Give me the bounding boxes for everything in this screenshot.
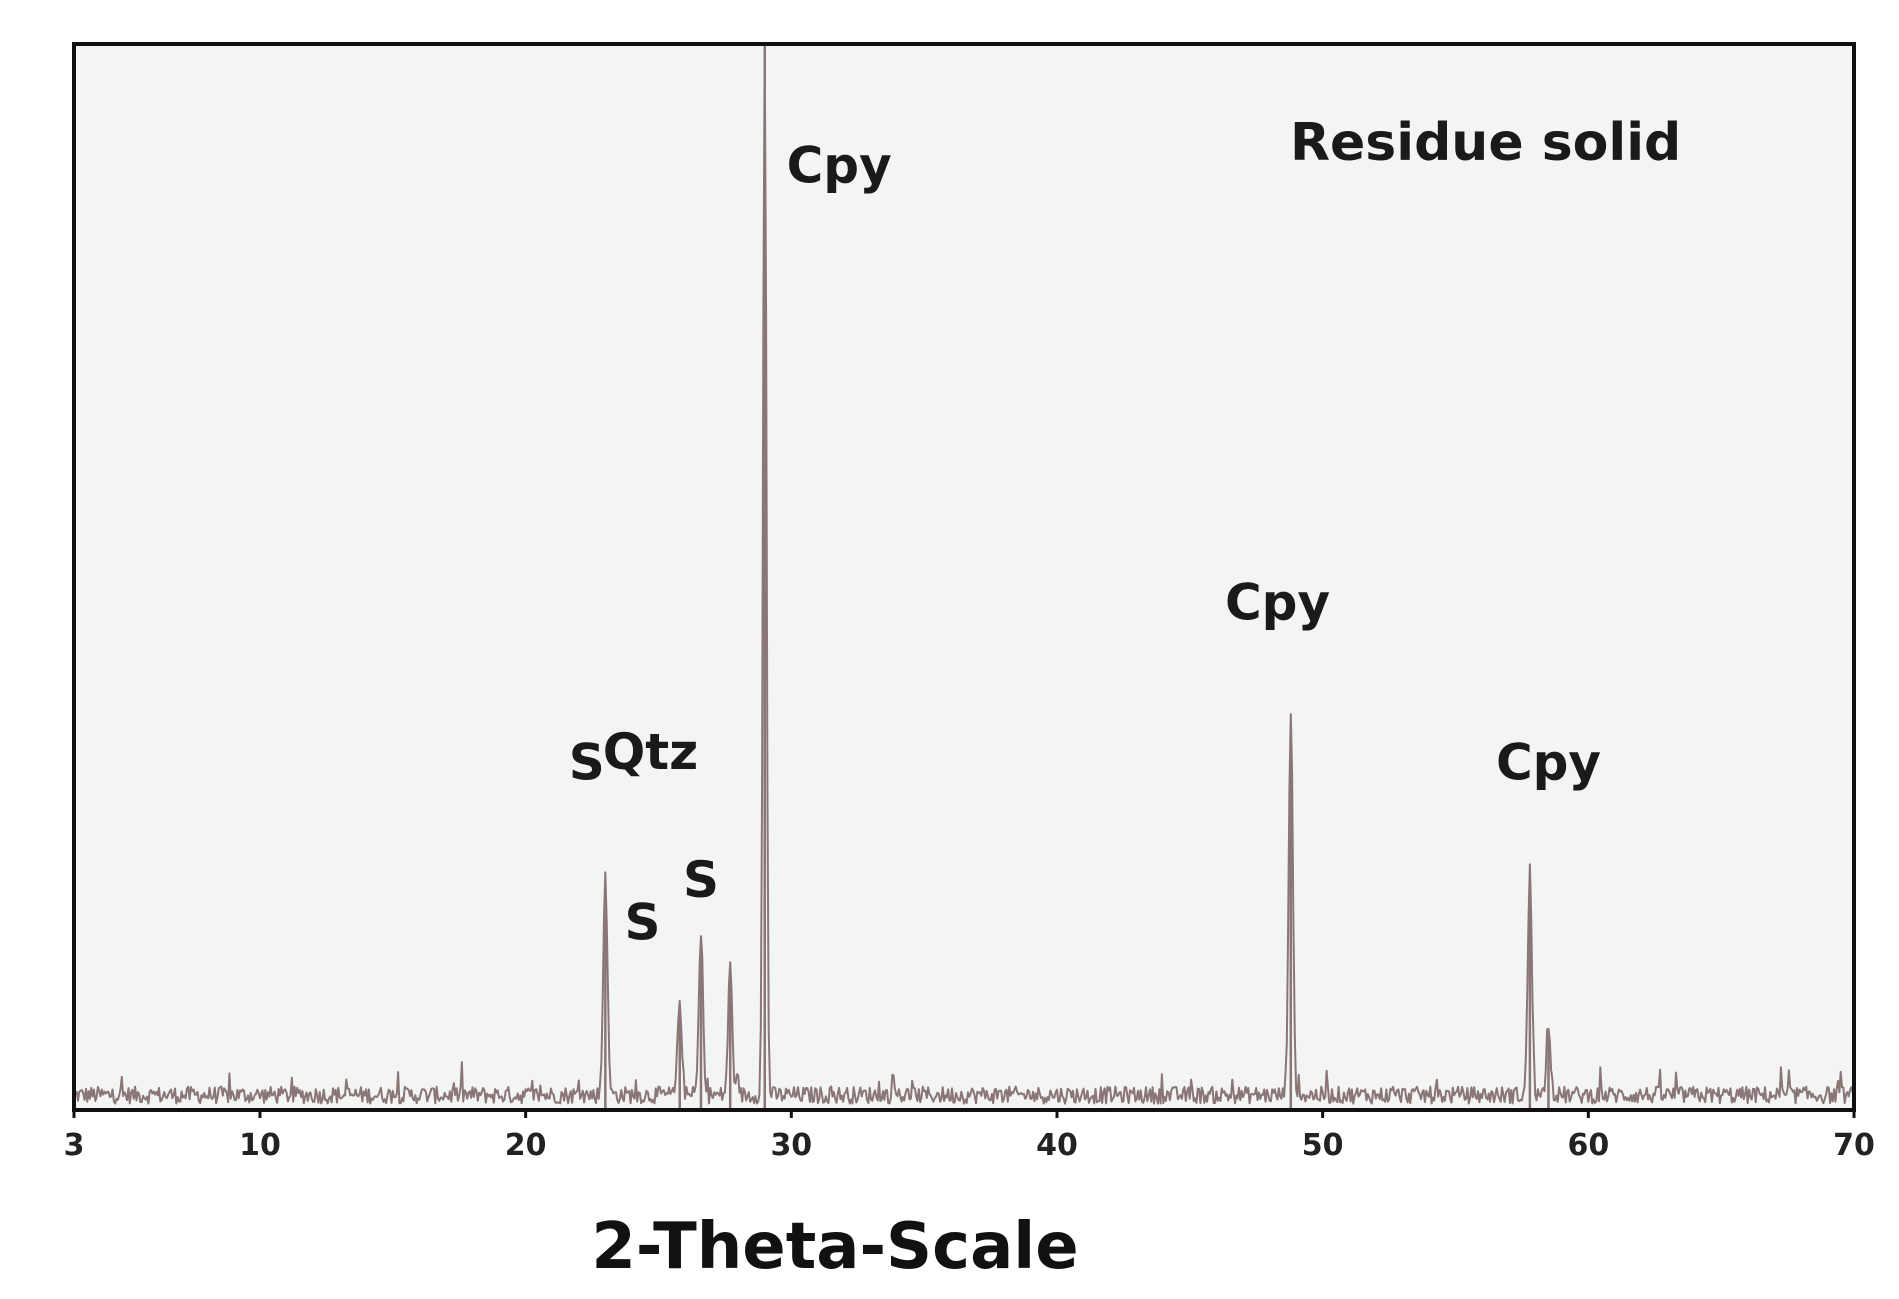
x-tick-label-70: 70 — [1833, 1128, 1875, 1163]
peak-annotation-3: S — [569, 734, 605, 792]
chart-title: Residue solid — [1290, 113, 1681, 173]
x-tick-label-60: 60 — [1567, 1128, 1609, 1163]
x-axis-label: 2-Theta-Scale — [591, 1210, 1078, 1284]
peak-annotation-5: S — [625, 893, 661, 951]
peak-annotation-4: Qtz — [603, 723, 699, 781]
x-tick-label-3: 3 — [64, 1128, 85, 1163]
peak-annotation-6: S — [683, 851, 719, 909]
x-axis: 3 10 20 30 40 50 60 70 — [64, 1110, 1875, 1163]
peak-annotation-2: Cpy — [1496, 734, 1601, 792]
x-tick-label-30: 30 — [770, 1128, 812, 1163]
x-tick-label-10: 10 — [239, 1128, 281, 1163]
peak-annotation-0: Cpy — [787, 137, 892, 195]
x-tick-label-20: 20 — [505, 1128, 547, 1163]
pattern-line — [73, 43, 1855, 1105]
x-tick-label-40: 40 — [1036, 1128, 1078, 1163]
peak-annotation-1: Cpy — [1225, 574, 1330, 632]
plot-frame — [72, 42, 1856, 1112]
x-tick-label-50: 50 — [1302, 1128, 1344, 1163]
diffraction-pattern — [73, 43, 1855, 1110]
plot-background — [74, 44, 1854, 1110]
